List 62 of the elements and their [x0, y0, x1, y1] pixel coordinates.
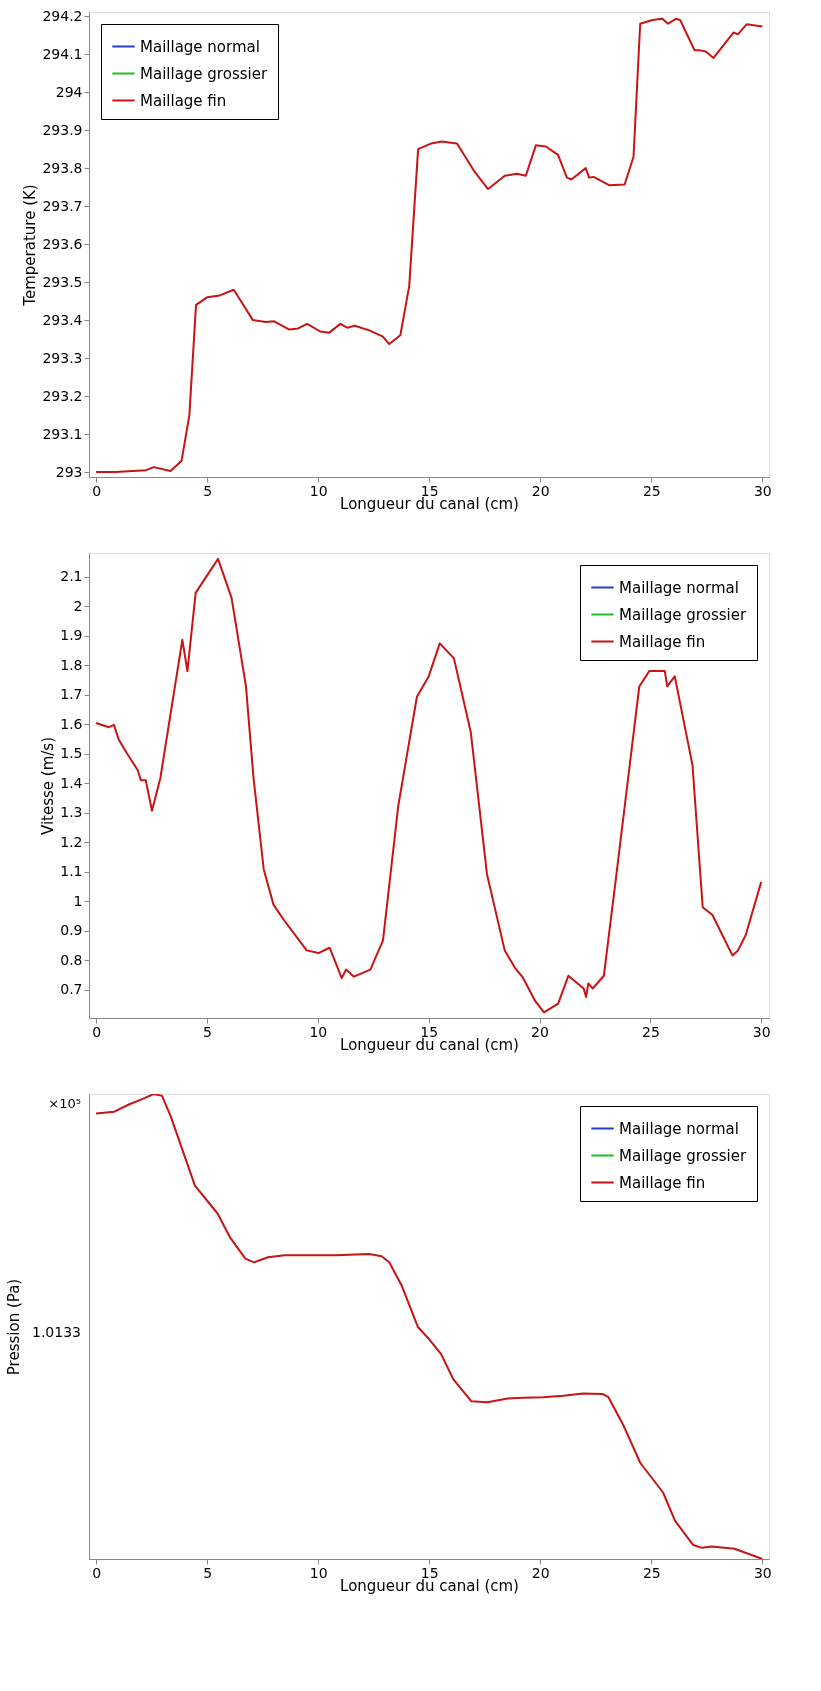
x-tick-label: 20	[531, 1564, 550, 1581]
y-axis-title: Vitesse (m/s)	[39, 736, 58, 836]
x-tick-label: 20	[531, 482, 550, 499]
x-tick-label: 0	[92, 482, 102, 499]
y-axis-title: Pression (Pa)	[4, 1278, 23, 1376]
legend-label: Maillage grossier	[140, 64, 268, 83]
y-tick-label: 0.7	[60, 981, 83, 998]
y-tick-label: 1.6	[60, 715, 83, 732]
y-tick-label: 1.8	[60, 656, 83, 673]
legend-label: Maillage grossier	[619, 605, 747, 624]
y-tick-label: 293.4	[42, 311, 83, 328]
y-tick-label: 1.2	[60, 833, 83, 850]
x-tick-label: 5	[202, 1023, 212, 1040]
text: ×10⁵	[48, 1096, 81, 1111]
legend-label: Maillage normal	[140, 37, 260, 56]
y-tick-label: 294.2	[42, 7, 83, 24]
y-tick-label: 1.4	[60, 774, 83, 791]
text: 1.0133	[32, 1324, 81, 1341]
y-axis-title: Temperature (K)	[21, 184, 40, 307]
legend-label: Maillage fin	[619, 1173, 706, 1192]
y-tick-label: 1.7	[60, 686, 83, 703]
line-series	[95, 17, 764, 474]
x-tick-label: 10	[309, 1023, 328, 1040]
x-tick-label: 25	[642, 482, 661, 499]
x-tick-label: 0	[92, 1023, 102, 1040]
x-tick-label: 5	[203, 482, 213, 499]
line-series	[95, 557, 763, 1014]
y-tick-label: 1	[73, 892, 83, 909]
legend-label: Maillage normal	[619, 578, 739, 597]
x-tick-label: 30	[753, 482, 772, 499]
y-tick-label: 1.5	[60, 745, 83, 762]
y-tick-label: 1.3	[60, 804, 83, 821]
legend-label: Maillage grossier	[619, 1146, 747, 1165]
y-tick-label: 293.6	[42, 235, 83, 252]
y-tick-label: 294	[55, 83, 83, 100]
x-tick-label: 5	[203, 1564, 213, 1581]
y-tick-label: 293.3	[42, 349, 83, 366]
y-tick-label: 2.1	[60, 568, 83, 585]
y-tick-label: 1.1	[60, 863, 83, 880]
x-tick-label: 10	[309, 1564, 328, 1581]
x-tick-label: 10	[309, 482, 328, 499]
y-tick-label: 0.9	[60, 922, 83, 939]
y-tick-label: 293	[55, 463, 83, 480]
x-tick-label: 20	[531, 1023, 549, 1040]
legend-label: Maillage fin	[140, 91, 227, 110]
x-tick-label: 30	[752, 1023, 771, 1040]
y-tick-label: 293.1	[42, 425, 83, 442]
y-tick-label: 0.8	[60, 951, 83, 968]
x-tick-label: 30	[753, 1564, 772, 1581]
x-tick-label: 25	[642, 1564, 661, 1581]
y-tick-label: 293.9	[42, 121, 83, 138]
x-tick-label: 0	[92, 1564, 102, 1581]
y-tick-label: 293.5	[42, 273, 83, 290]
legend-label: Maillage normal	[619, 1119, 739, 1138]
y-tick-label: 293.8	[42, 159, 83, 176]
y-tick-label: 1.9	[60, 627, 83, 644]
y-tick-label: 293.7	[42, 197, 83, 214]
y-tick-label: 294.1	[42, 45, 83, 62]
y-tick-label: 293.2	[42, 387, 83, 404]
legend-label: Maillage fin	[619, 632, 706, 651]
x-tick-label: 25	[641, 1023, 660, 1040]
y-tick-label: 2	[73, 597, 83, 614]
